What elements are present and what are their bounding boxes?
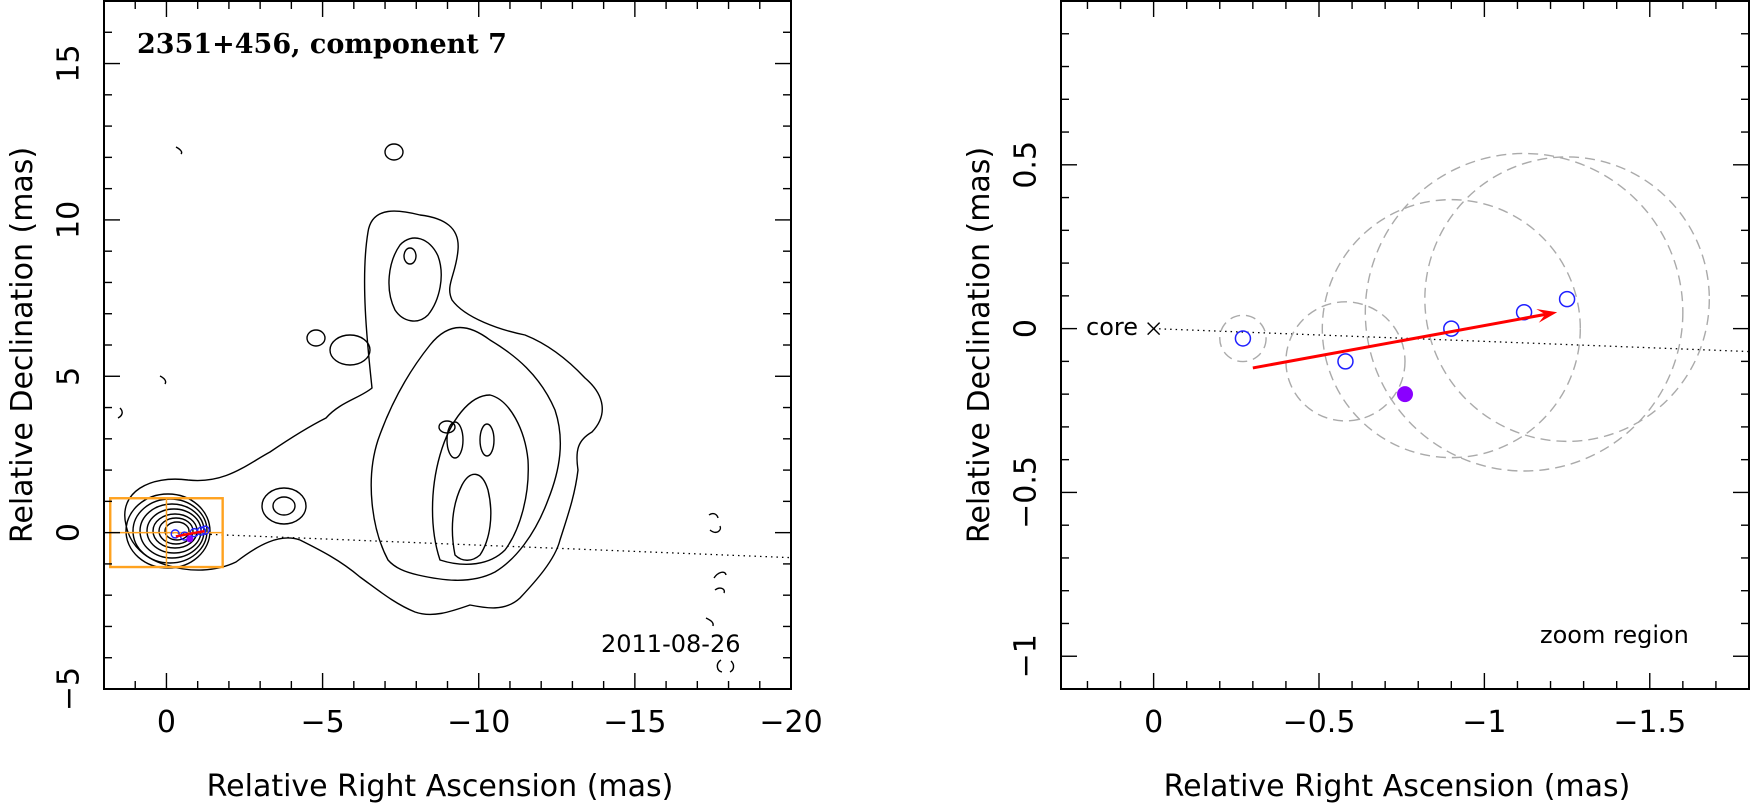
contour-blob-b bbox=[446, 421, 464, 459]
contour-island-11 bbox=[716, 659, 723, 673]
left-x-tick-label: −10 bbox=[447, 705, 510, 740]
left-axes: 0 −5 −10 −15 −20 −5 0 5 10 15 bbox=[52, 0, 823, 740]
reference-point bbox=[186, 535, 194, 543]
ridge-line bbox=[1153, 327, 1750, 353]
contour-knot-inner bbox=[272, 496, 296, 516]
component-uncertainty-1 bbox=[1219, 314, 1267, 363]
right-y-tick-label: 0 bbox=[1009, 319, 1044, 338]
contour-lobe-3 bbox=[451, 473, 492, 561]
contour-lobe-2 bbox=[431, 394, 529, 565]
core-marker bbox=[1147, 322, 1161, 336]
left-y-tick-label: 5 bbox=[52, 367, 87, 386]
right-panel: 0 −0.5 −1 −1.5 −1 −0.5 0 0.5 core zoom region R… bbox=[962, 0, 1750, 804]
contour-island-12 bbox=[729, 660, 735, 673]
right-data-layer bbox=[1147, 152, 1750, 472]
left-x-tick-label: −5 bbox=[300, 705, 344, 740]
contour-core-6 bbox=[158, 517, 194, 545]
contour-island-9 bbox=[714, 587, 726, 594]
contour-map bbox=[117, 143, 735, 673]
left-y-axis-label: Relative Declination (mas) bbox=[5, 147, 40, 543]
right-y-tick-label: 0.5 bbox=[1009, 141, 1044, 189]
left-y-tick-label: 15 bbox=[52, 44, 87, 82]
component-3 bbox=[1443, 320, 1460, 337]
component-uncertainty-2 bbox=[1285, 301, 1406, 422]
right-x-tick-label: −0.5 bbox=[1283, 705, 1356, 740]
core-label: core bbox=[1086, 313, 1138, 341]
left-x-tick-label: −15 bbox=[603, 705, 666, 740]
component-1 bbox=[170, 529, 180, 539]
right-x-axis-label: Relative Right Ascension (mas) bbox=[1164, 769, 1631, 804]
contour-island-7 bbox=[709, 525, 722, 533]
right-x-tick-label: −1.5 bbox=[1613, 705, 1686, 740]
right-x-tick-label: 0 bbox=[1144, 705, 1163, 740]
contour-blob-d bbox=[438, 420, 456, 434]
component-5 bbox=[200, 525, 210, 535]
contour-island-5 bbox=[117, 407, 123, 419]
component-5 bbox=[1558, 290, 1576, 308]
right-y-tick-label: −0.5 bbox=[1009, 456, 1044, 529]
component-uncertainty-4 bbox=[1364, 152, 1684, 472]
contour-island-10 bbox=[705, 617, 714, 627]
component-1 bbox=[1234, 330, 1252, 347]
left-plot-frame bbox=[103, 0, 792, 690]
left-x-tick-label: −20 bbox=[759, 705, 822, 740]
left-x-tick-label: 0 bbox=[157, 705, 176, 740]
right-plot-frame bbox=[1060, 0, 1750, 690]
contour-island-3 bbox=[175, 146, 183, 155]
contour-core-7 bbox=[164, 521, 190, 541]
motion-vector-arrowhead bbox=[1536, 308, 1558, 323]
contour-envelope bbox=[124, 210, 603, 616]
contour-lobe-1 bbox=[370, 326, 562, 581]
motion-vector bbox=[1252, 312, 1546, 370]
contour-island-8 bbox=[713, 571, 727, 579]
component-2 bbox=[1337, 353, 1354, 370]
contour-island-1 bbox=[306, 329, 326, 347]
left-x-axis-label: Relative Right Ascension (mas) bbox=[207, 769, 674, 804]
left-panel: 0 −5 −10 −15 −20 −5 0 5 10 15 2351+456, component… bbox=[5, 0, 823, 804]
contour-blob-c bbox=[479, 423, 495, 457]
contour-knot bbox=[261, 487, 307, 525]
left-y-tick-label: 10 bbox=[52, 201, 87, 239]
right-y-tick-label: −1 bbox=[1009, 634, 1044, 678]
component-uncertainty-3 bbox=[1321, 198, 1582, 459]
contour-upper-knot bbox=[403, 247, 417, 265]
zoom-region-label: zoom region bbox=[1540, 621, 1689, 649]
contour-island-4 bbox=[159, 375, 167, 385]
right-y-axis-label: Relative Declination (mas) bbox=[962, 147, 997, 543]
component-uncertainty-5 bbox=[1424, 156, 1711, 443]
contour-island-6 bbox=[708, 512, 719, 519]
right-x-tick-label: −1 bbox=[1462, 705, 1506, 740]
panel-title: 2351+456, component 7 bbox=[137, 29, 507, 60]
motion-vector bbox=[175, 529, 205, 538]
left-y-tick-label: 0 bbox=[52, 523, 87, 542]
ridge-line bbox=[166, 531, 791, 559]
contour-blob-a bbox=[329, 334, 371, 366]
left-y-tick-label: −5 bbox=[52, 667, 87, 711]
observation-date: 2011-08-26 bbox=[601, 630, 740, 658]
reference-point bbox=[1397, 386, 1413, 403]
left-data-layer bbox=[109, 497, 791, 569]
component-4 bbox=[196, 526, 207, 536]
contour-upper-lobe bbox=[388, 237, 442, 322]
right-axes: 0 −0.5 −1 −1.5 −1 −0.5 0 0.5 bbox=[1009, 0, 1750, 740]
contour-island-2 bbox=[384, 143, 404, 161]
